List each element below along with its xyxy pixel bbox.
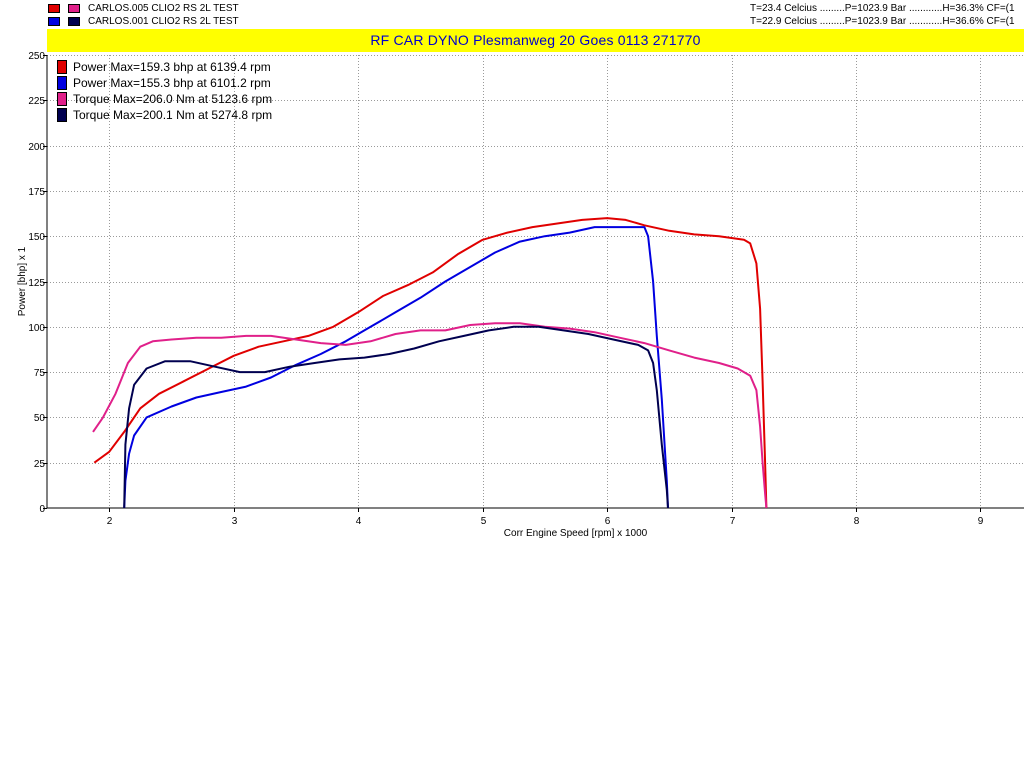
series-line-3	[92, 322, 768, 509]
legend-label-2: Power Max=155.3 bhp at 6101.2 rpm	[73, 76, 271, 90]
y-tick-label: 0	[39, 504, 45, 515]
x-tick-label: 2	[107, 516, 113, 527]
legend-label-3: Torque Max=206.0 Nm at 5123.6 rpm	[73, 92, 272, 106]
y-tick-label: 150	[28, 232, 45, 243]
y-tick-label: 175	[28, 187, 45, 198]
run-2-conditions: T=22.9 Celcius .........P=1023.9 Bar ...…	[750, 16, 1015, 27]
run-1-name: CARLOS.005 CLIO2 RS 2L TEST	[88, 3, 239, 14]
x-tick-label: 4	[356, 516, 362, 527]
axes: 0 25 50 75 100 125 150 175 200 225 250 2 3 4 5 6 7 8 9 Corr…	[17, 51, 1024, 539]
legend: Power Max=159.3 bhp at 6139.4 rpm Power M…	[57, 60, 272, 122]
run-1-conditions: T=23.4 Celcius .........P=1023.9 Bar ...…	[750, 3, 1015, 14]
legend-label-1: Power Max=159.3 bhp at 6139.4 rpm	[73, 60, 271, 74]
run-2-torque-swatch	[68, 17, 80, 26]
run-2-name: CARLOS.001 CLIO2 RS 2L TEST	[88, 16, 239, 27]
y-tick-label: 225	[28, 96, 45, 107]
legend-swatch-3	[57, 92, 67, 106]
x-tick-label: 7	[730, 516, 736, 527]
y-axis-label: Power [bhp] x 1	[17, 246, 28, 316]
x-tick-label: 5	[481, 516, 487, 527]
y-tick-label: 100	[28, 323, 45, 334]
legend-swatch-1	[57, 60, 67, 74]
x-tick-label: 9	[978, 516, 984, 527]
x-tick-label: 3	[232, 516, 238, 527]
x-tick-label: 6	[605, 516, 611, 527]
run-2-power-swatch	[48, 17, 60, 26]
run-1-power-swatch	[48, 4, 60, 13]
y-tick-label: 125	[28, 278, 45, 289]
y-tick-label: 250	[28, 51, 45, 62]
run-1-torque-swatch	[68, 4, 80, 13]
legend-swatch-2	[57, 76, 67, 90]
grid	[47, 55, 1024, 508]
legend-label-4: Torque Max=200.1 Nm at 5274.8 rpm	[73, 108, 272, 122]
run-row-1[interactable]: CARLOS.005 CLIO2 RS 2L TEST	[0, 2, 740, 15]
run-row-2[interactable]: CARLOS.001 CLIO2 RS 2L TEST	[0, 15, 740, 28]
legend-swatch-4	[57, 108, 67, 122]
y-tick-label: 25	[34, 459, 46, 470]
series	[92, 217, 768, 509]
x-tick-label: 8	[854, 516, 860, 527]
y-tick-label: 200	[28, 142, 45, 153]
y-tick-label: 75	[34, 368, 46, 379]
series-line-4	[123, 325, 669, 509]
series-line-2	[123, 226, 669, 509]
x-axis-label: Corr Engine Speed [rpm] x 1000	[504, 528, 648, 539]
dyno-banner: RF CAR DYNO Plesmanweg 20 Goes 0113 2717…	[47, 29, 1024, 52]
y-tick-label: 50	[34, 413, 46, 424]
series-line-1	[93, 217, 768, 509]
